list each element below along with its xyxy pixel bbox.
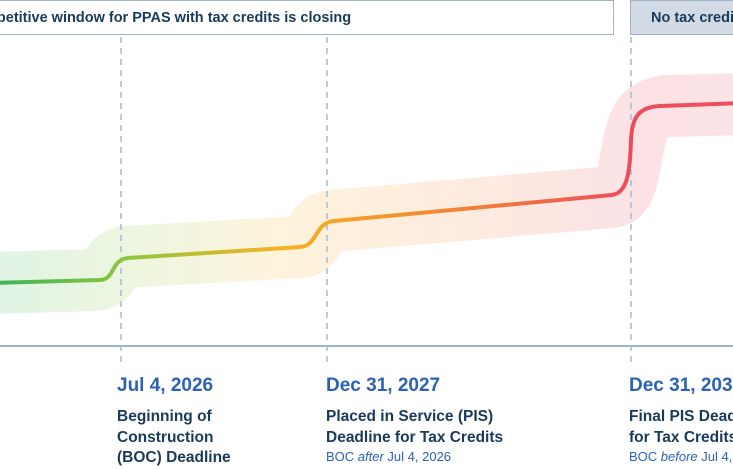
milestone-pis: Dec 31, 2027 Placed in Service (PIS) Dea… (326, 375, 616, 464)
milestone-date: Dec 31, 2027 (326, 375, 441, 396)
milestone-final-pis: Dec 31, 2030 Final PIS Deadline for Tax … (629, 375, 733, 464)
milestone-date: Dec 31, 2030 (629, 375, 733, 396)
milestone-title: Placed in Service (PIS) Deadline for Tax… (326, 407, 616, 448)
milestone-date: Jul 4, 2026 (117, 375, 214, 396)
milestone-title: Final PIS Deadline for Tax Credits (629, 407, 733, 448)
milestone-title: Beginning of Construction (BOC) Deadline (117, 407, 317, 469)
competitive-window-banner: mpetitive window for PPAS with tax credi… (0, 0, 614, 35)
milestone-title-line: Final PIS Deadline (629, 408, 733, 425)
milestone-title-line: (BOC) Deadline (117, 449, 231, 466)
milestone-title-line: Beginning of (117, 408, 212, 425)
milestone-boc: Jul 4, 2026 Beginning of Construction (B… (117, 375, 317, 469)
milestone-note: BOC after Jul 4, 2026 (326, 449, 452, 464)
milestone-note: BOC before Jul 4, 2026 (629, 449, 733, 464)
no-tax-credits-text: No tax credits (651, 9, 733, 26)
milestone-title-line: Construction (117, 428, 214, 446)
no-tax-credits-banner: No tax credits (630, 0, 733, 35)
timeline-baseline (0, 345, 733, 347)
competitive-window-text: mpetitive window for PPAS with tax credi… (0, 9, 352, 26)
price-band (0, 73, 733, 314)
price-line (0, 101, 733, 285)
milestone-title-line: Deadline for Tax Credits (326, 428, 504, 446)
milestone-title-line: for Tax Credits (629, 428, 733, 446)
milestone-title-line: Placed in Service (PIS) (326, 408, 494, 425)
